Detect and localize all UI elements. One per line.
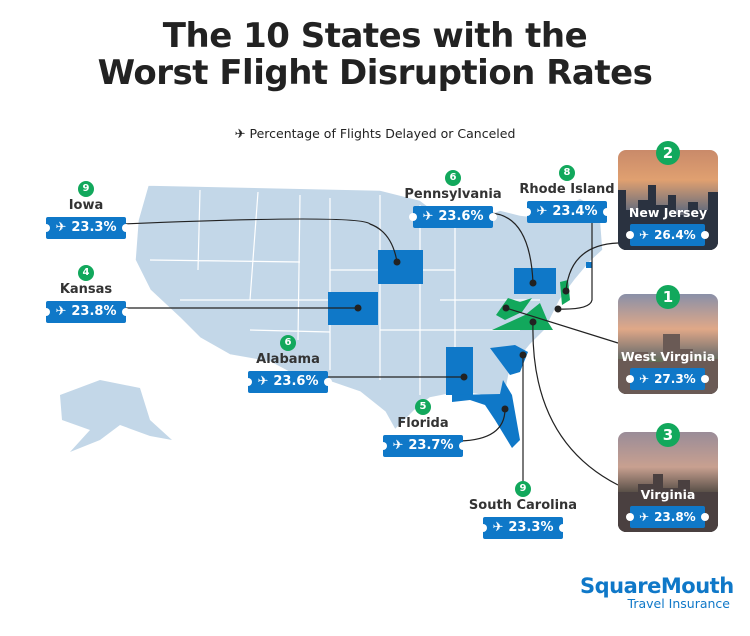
page-title: The 10 States with the Worst Flight Disr… bbox=[0, 18, 750, 92]
rank-badge: 6 bbox=[445, 170, 461, 186]
logo-tagline: Travel Insurance bbox=[627, 596, 730, 611]
state-rhode-island bbox=[586, 262, 592, 268]
airplane-icon: ✈ bbox=[422, 209, 434, 224]
title-line-2: Worst Flight Disruption Rates bbox=[97, 53, 653, 93]
rank-badge: 2 bbox=[656, 141, 680, 165]
alaska bbox=[60, 380, 172, 452]
state-name: Pennsylvania bbox=[404, 187, 502, 202]
card-virginia: Virginia ✈ 23.8% bbox=[618, 432, 718, 532]
state-name: Kansas bbox=[59, 282, 113, 297]
card-west-virginia: West Virginia ✈ 27.3% bbox=[618, 294, 718, 394]
connector-lines bbox=[121, 212, 619, 486]
airplane-icon: ✈ bbox=[234, 127, 246, 142]
airplane-icon: ✈ bbox=[639, 510, 650, 524]
value-text: 23.3% bbox=[71, 220, 117, 235]
state-alabama bbox=[446, 347, 473, 395]
state-name: Virginia bbox=[640, 487, 696, 502]
airplane-icon: ✈ bbox=[492, 520, 504, 535]
state-iowa bbox=[378, 250, 423, 284]
state-virginia bbox=[492, 303, 553, 330]
value-text: 23.6% bbox=[438, 209, 484, 224]
airplane-icon: ✈ bbox=[257, 374, 269, 389]
value-tag: ✈ 23.6% bbox=[244, 371, 332, 393]
rank-badge: 6 bbox=[280, 335, 296, 351]
squaremouth-logo: SquareMouth Travel Insurance bbox=[580, 574, 734, 611]
rank-badge: 1 bbox=[656, 285, 680, 309]
rank-badge: 9 bbox=[515, 481, 531, 497]
label-florida: 5 Florida ✈ 23.7% bbox=[353, 394, 493, 457]
label-pennsylvania: 6 Pennsylvania ✈ 23.6% bbox=[383, 165, 523, 228]
value-tag: ✈ 27.3% bbox=[626, 368, 709, 390]
value-tag: ✈ 23.8% bbox=[626, 506, 709, 528]
airplane-icon: ✈ bbox=[55, 220, 67, 235]
state-name: West Virginia bbox=[620, 349, 716, 364]
subtitle: ✈ Percentage of Flights Delayed or Cancel… bbox=[0, 126, 750, 142]
value-tag: ✈ 23.3% bbox=[42, 217, 130, 239]
state-west-virginia bbox=[496, 298, 532, 320]
airplane-icon: ✈ bbox=[639, 372, 650, 386]
label-south-carolina: 9 South Carolina ✈ 23.3% bbox=[453, 476, 593, 539]
rank-badge: 9 bbox=[78, 181, 94, 197]
value-tag: ✈ 23.4% bbox=[523, 201, 611, 223]
rank-badge: 4 bbox=[78, 265, 94, 281]
value-text: 23.8% bbox=[654, 510, 696, 524]
airplane-icon: ✈ bbox=[639, 228, 650, 242]
label-iowa: 9 Iowa ✈ 23.3% bbox=[16, 176, 156, 239]
airplane-icon: ✈ bbox=[392, 438, 404, 453]
state-name: Florida bbox=[397, 416, 449, 431]
subtitle-text: Percentage of Flights Delayed or Cancele… bbox=[249, 126, 516, 141]
state-south-carolina bbox=[490, 345, 528, 375]
label-alabama: 6 Alabama ✈ 23.6% bbox=[218, 330, 358, 393]
value-text: 23.3% bbox=[508, 520, 554, 535]
value-text: 27.3% bbox=[654, 372, 696, 386]
rank-badge: 5 bbox=[415, 399, 431, 415]
rank-badge: 8 bbox=[559, 165, 575, 181]
state-name: South Carolina bbox=[468, 498, 578, 513]
state-florida bbox=[452, 380, 520, 448]
value-tag: ✈ 23.3% bbox=[479, 517, 567, 539]
value-text: 26.4% bbox=[654, 228, 696, 242]
title-line-1: The 10 States with the bbox=[162, 16, 588, 56]
value-text: 23.6% bbox=[273, 374, 319, 389]
label-kansas: 4 Kansas ✈ 23.8% bbox=[16, 260, 156, 323]
value-tag: ✈ 26.4% bbox=[626, 224, 709, 246]
airplane-icon: ✈ bbox=[55, 304, 67, 319]
state-name: New Jersey bbox=[628, 205, 708, 220]
value-tag: ✈ 23.7% bbox=[379, 435, 467, 457]
rank-badge: 3 bbox=[656, 423, 680, 447]
value-tag: ✈ 23.6% bbox=[409, 206, 497, 228]
value-text: 23.7% bbox=[408, 438, 454, 453]
value-tag: ✈ 23.8% bbox=[42, 301, 130, 323]
label-rhode-island: 8 Rhode Island ✈ 23.4% bbox=[497, 160, 637, 223]
logo-brand: SquareMouth bbox=[580, 574, 734, 598]
card-new-jersey: New Jersey ✈ 26.4% bbox=[618, 150, 718, 250]
state-name: Alabama bbox=[256, 352, 320, 367]
airplane-icon: ✈ bbox=[536, 204, 548, 219]
value-text: 23.8% bbox=[71, 304, 117, 319]
value-text: 23.4% bbox=[552, 204, 598, 219]
state-name: Rhode Island bbox=[519, 182, 615, 197]
state-name: Iowa bbox=[68, 198, 104, 213]
state-markers bbox=[354, 258, 570, 413]
